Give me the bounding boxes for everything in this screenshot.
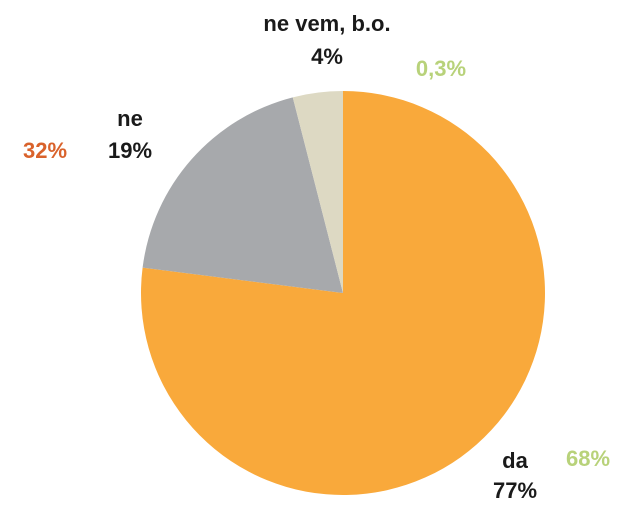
slice-value-label: 4%	[311, 44, 343, 69]
pie-slice	[292, 91, 343, 293]
annotation: 32%	[23, 138, 67, 163]
annotation: 0,3%	[416, 56, 466, 81]
slice-label: ne	[117, 106, 143, 131]
pie-slice	[142, 97, 343, 294]
slice-label: ne vem, b.o.	[263, 11, 390, 36]
slice-value-label: 77%	[493, 478, 537, 503]
slice-value-label: 19%	[108, 138, 152, 163]
annotation: 68%	[566, 446, 610, 471]
slice-label: da	[502, 448, 528, 473]
